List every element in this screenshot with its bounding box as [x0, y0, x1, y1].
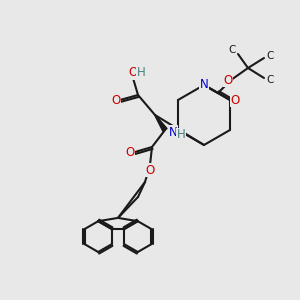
Text: O: O [111, 94, 121, 106]
Text: C: C [266, 75, 274, 85]
Text: O: O [125, 146, 135, 158]
Text: H: H [177, 128, 185, 142]
Text: C: C [266, 51, 274, 61]
Polygon shape [155, 115, 167, 131]
Text: N: N [200, 79, 208, 92]
Text: H: H [136, 67, 146, 80]
Text: O: O [146, 164, 154, 176]
Text: C: C [228, 45, 236, 55]
Text: O: O [230, 94, 240, 106]
Text: N: N [200, 79, 208, 92]
Text: O: O [128, 67, 138, 80]
Text: N: N [169, 125, 177, 139]
Text: O: O [224, 74, 232, 86]
